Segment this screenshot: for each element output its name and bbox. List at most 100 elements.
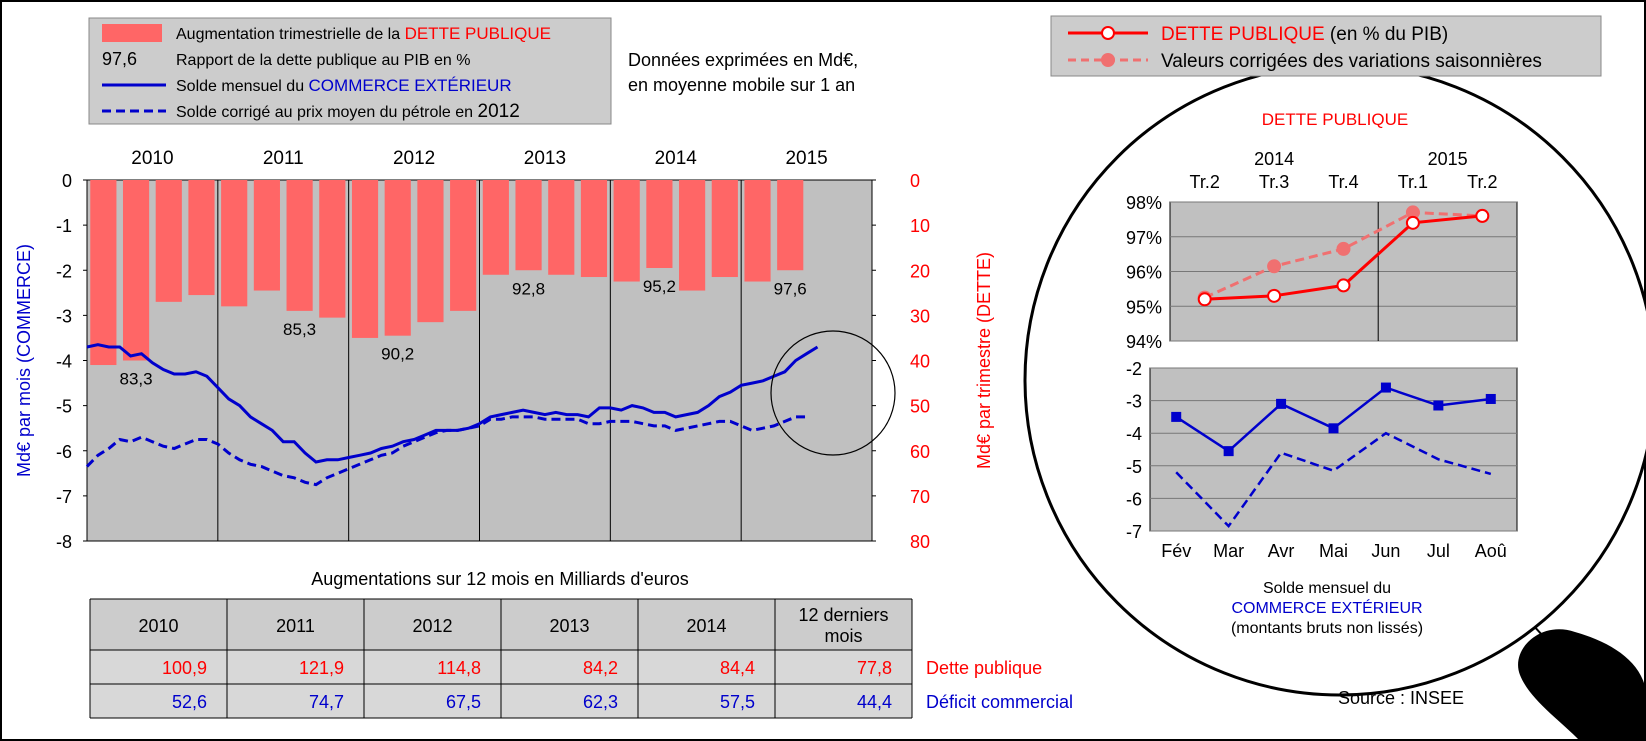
table-header-cell: 2011 bbox=[276, 616, 315, 636]
legend-item-highlight: 2012 bbox=[478, 101, 520, 122]
legend-item-text: Rapport de la dette publique au PIB en % bbox=[176, 52, 470, 69]
left-tick-label: -6 bbox=[56, 442, 72, 462]
data-note-line: Données exprimées en Md€, bbox=[628, 50, 858, 70]
zoom-debt-sa-point bbox=[1267, 259, 1282, 274]
left-tick-label: -2 bbox=[56, 261, 72, 281]
right-tick-label: 10 bbox=[910, 216, 930, 236]
magnifier-handle bbox=[1518, 629, 1646, 741]
right-tick-label: 70 bbox=[910, 487, 930, 507]
debt-bar bbox=[515, 180, 542, 271]
left-tick-label: 0 bbox=[62, 171, 72, 191]
debt-bar bbox=[646, 180, 673, 268]
debt-bar bbox=[221, 180, 248, 307]
debt-bar bbox=[548, 180, 575, 275]
legend-item-label: Solde corrigé au prix moyen du pétrole e… bbox=[176, 101, 520, 122]
zoom-debt-point bbox=[1405, 215, 1420, 230]
zoom-trade-caption: Solde mensuel du bbox=[1263, 580, 1391, 597]
debt-bar bbox=[417, 180, 444, 323]
left-tick-label: -7 bbox=[56, 487, 72, 507]
legend-marker bbox=[1101, 53, 1115, 67]
table-value-cell: 62,3 bbox=[583, 692, 618, 712]
debt-bar bbox=[580, 180, 608, 278]
debt-bar bbox=[613, 180, 640, 282]
right-tick-label: 30 bbox=[910, 306, 930, 326]
zoom-trade-tick: -7 bbox=[1126, 522, 1142, 542]
left-tick-label: -5 bbox=[56, 397, 72, 417]
legend-item-text: Augmentation trimestrielle de la bbox=[176, 26, 405, 43]
debt-bar bbox=[679, 180, 706, 291]
zoom-month-label: Aoû bbox=[1475, 541, 1507, 561]
table-header-cell: 2010 bbox=[138, 616, 178, 636]
right-tick-label: 20 bbox=[910, 261, 930, 281]
table-row-label: Dette publique bbox=[926, 658, 1042, 678]
table-header-cell: mois bbox=[824, 626, 862, 646]
zoom-quarter-label: Tr.2 bbox=[1190, 172, 1220, 192]
zoom-trade-tick: -6 bbox=[1126, 489, 1142, 509]
zoom-trade-tick: -2 bbox=[1126, 359, 1142, 379]
trade-balance-line bbox=[86, 343, 819, 464]
zoom-legend-label: Valeurs corrigées des variations saisonn… bbox=[1161, 51, 1542, 72]
zoom-trade-caption: (montants bruts non lissés) bbox=[1231, 620, 1423, 637]
table-value-cell: 84,4 bbox=[720, 658, 755, 678]
debt-bar bbox=[253, 180, 280, 291]
zoom-month-label: Jul bbox=[1427, 541, 1450, 561]
table-value-cell: 121,9 bbox=[299, 658, 344, 678]
year-label: 2012 bbox=[393, 148, 435, 169]
trade-balance-adjusted-line bbox=[85, 415, 807, 487]
debt-bar bbox=[319, 180, 346, 318]
debt-bar bbox=[744, 180, 771, 282]
zoom-debt-point bbox=[1267, 288, 1282, 303]
zoom-debt-title: DETTE PUBLIQUE bbox=[1262, 110, 1408, 129]
left-tick-label: -8 bbox=[56, 532, 72, 552]
debt-bar bbox=[384, 180, 411, 336]
zoom-year-label: 2014 bbox=[1254, 149, 1294, 169]
right-tick-label: 0 bbox=[910, 171, 920, 191]
legend-item-label: Rapport de la dette publique au PIB en % bbox=[176, 52, 470, 69]
zoom-quarter-label: Tr.1 bbox=[1398, 172, 1428, 192]
table-value-cell: 44,4 bbox=[857, 692, 892, 712]
table-value-cell: 100,9 bbox=[162, 658, 207, 678]
table-header-cell: 12 derniers bbox=[798, 605, 888, 625]
zoom-trade-point bbox=[1223, 446, 1234, 457]
zoom-month-label: Avr bbox=[1268, 541, 1295, 561]
year-label: 2014 bbox=[655, 148, 698, 169]
debt-bar bbox=[351, 180, 379, 338]
main-legend: Augmentation trimestrielle de la DETTE P… bbox=[88, 17, 612, 125]
year-label: 2013 bbox=[524, 148, 566, 169]
table-value-cell: 57,5 bbox=[720, 692, 755, 712]
left-tick-label: -3 bbox=[56, 306, 72, 326]
table-value-cell: 77,8 bbox=[857, 658, 892, 678]
ratio-label: 95,2 bbox=[643, 277, 676, 296]
zoom-month-label: Fév bbox=[1161, 541, 1191, 561]
ratio-label: 83,3 bbox=[120, 370, 153, 389]
table-value-cell: 52,6 bbox=[172, 692, 207, 712]
zoom-trade-caption: COMMERCE EXTÉRIEUR bbox=[1231, 598, 1422, 617]
zoom-trade-tick: -4 bbox=[1126, 424, 1142, 444]
right-tick-label: 50 bbox=[910, 397, 930, 417]
legend-ratio-sample: 97,6 bbox=[102, 49, 137, 69]
zoom-trade-tick: -3 bbox=[1126, 392, 1142, 412]
zoom-legend-text: Valeurs corrigées des variations saisonn… bbox=[1161, 51, 1542, 72]
right-tick-label: 40 bbox=[910, 352, 930, 372]
table-value-cell: 74,7 bbox=[309, 692, 344, 712]
legend-item-highlight: DETTE PUBLIQUE bbox=[405, 24, 551, 43]
zoom-debt-tick: 97% bbox=[1126, 228, 1162, 248]
right-axis-title: Md€ par trimestre (DETTE) bbox=[974, 252, 994, 469]
debt-bar bbox=[482, 180, 509, 275]
debt-bar bbox=[711, 180, 738, 278]
data-note-line: en moyenne mobile sur 1 an bbox=[628, 75, 855, 95]
zoom-month-label: Jun bbox=[1371, 541, 1400, 561]
zoom-trade-point bbox=[1380, 382, 1391, 393]
main-legend-box bbox=[88, 17, 612, 125]
debt-bar bbox=[286, 180, 313, 311]
legend-item-label: Augmentation trimestrielle de la DETTE P… bbox=[176, 24, 551, 43]
zoom-year-label: 2015 bbox=[1428, 149, 1468, 169]
legend-item-highlight: COMMERCE EXTÉRIEUR bbox=[309, 76, 512, 95]
zoom-debt-sa-point bbox=[1336, 241, 1351, 256]
zoom-month-label: Mai bbox=[1319, 541, 1348, 561]
legend-item-text: Solde corrigé au prix moyen du pétrole e… bbox=[176, 104, 478, 121]
table-header-cell: 2013 bbox=[549, 616, 589, 636]
